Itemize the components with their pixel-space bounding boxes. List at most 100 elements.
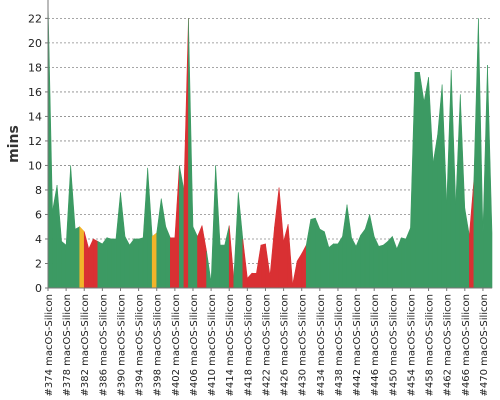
area-segment-success (74, 226, 81, 289)
x-tick-label: #394 macOS-Silicon (135, 294, 146, 396)
area-segment-failure (269, 226, 275, 289)
area-segment-success (147, 167, 153, 289)
area-segment-success (360, 228, 366, 289)
x-tick-label: #398 macOS-Silicon (153, 294, 164, 396)
area-segment-success (487, 64, 493, 289)
area-segment-success (382, 240, 389, 289)
area-segment-success (97, 240, 103, 289)
x-tick-label: #390 macOS-Silicon (116, 294, 127, 396)
area-segment-failure (292, 260, 298, 289)
x-tick-label: #470 macOS-Silicon (479, 294, 490, 396)
y-tick-label: 16 (28, 86, 42, 99)
x-tick-label: #406 macOS-Silicon (189, 294, 200, 396)
y-tick-label: 18 (28, 61, 42, 74)
area-segment-success (405, 227, 411, 289)
area-segment-success (419, 72, 425, 289)
y-tick-label: 20 (28, 37, 42, 50)
area-segment-success (124, 236, 130, 289)
area-segment-success (378, 244, 384, 289)
area-segment-failure (287, 224, 293, 289)
x-tick-label: #434 macOS-Silicon (316, 294, 327, 396)
area-segment-success (111, 238, 117, 289)
area-segment-success (120, 192, 126, 289)
y-axis-title: mins (6, 125, 22, 163)
area-segment-success (324, 231, 330, 289)
x-tick-label: #458 macOS-Silicon (425, 294, 436, 396)
area-segment-success (459, 94, 466, 289)
area-segment-failure (174, 165, 180, 289)
area-segment-success (133, 238, 139, 289)
y-tick-label: 0 (35, 282, 42, 295)
x-tick-label: #446 macOS-Silicon (370, 294, 381, 396)
area-segment-success (478, 18, 484, 289)
y-tick-label: 6 (35, 208, 42, 221)
area-segment-failure (170, 237, 176, 289)
area-segment-success (233, 192, 239, 289)
area-segment-failure (242, 238, 248, 289)
area-segment-success (428, 77, 434, 289)
x-tick-label: #382 macOS-Silicon (80, 294, 91, 396)
area-segment-success (138, 237, 144, 289)
area-segment-unstable (79, 225, 85, 289)
area-segment-failure (83, 231, 90, 289)
y-tick-label: 22 (28, 12, 42, 25)
area-segment-success (115, 192, 121, 289)
x-tick-label: #386 macOS-Silicon (98, 294, 109, 396)
area-segment-success (56, 185, 62, 289)
y-tick-label: 8 (35, 184, 42, 197)
axes (47, 0, 492, 289)
y-tick-label: 12 (28, 135, 42, 148)
area-segment-success (315, 218, 321, 289)
area-segment-success (188, 18, 194, 289)
area-segment-success (410, 72, 416, 289)
area-segment-success (333, 243, 339, 289)
area-segment-success (224, 225, 230, 289)
area-segment-success (437, 84, 443, 289)
area-segment-success (106, 237, 112, 289)
area-segment-success (237, 192, 244, 289)
area-segment-failure (256, 245, 262, 289)
x-tick-label: #438 macOS-Silicon (334, 294, 345, 396)
y-tick-label: 4 (35, 233, 42, 246)
x-tick-label: #414 macOS-Silicon (225, 294, 236, 396)
area-segment-failure (469, 180, 475, 289)
x-tick-label: #430 macOS-Silicon (298, 294, 309, 396)
area-segment-success (102, 236, 108, 289)
x-tick-label: #378 macOS-Silicon (62, 294, 73, 396)
area-segment-success (423, 77, 429, 289)
area-segment-failure (278, 187, 284, 289)
x-tick-label: #454 macOS-Silicon (406, 294, 417, 396)
area-segment-success (396, 237, 402, 289)
area-segment-success (215, 165, 221, 289)
area-segment-failure (301, 244, 307, 289)
area-segment-success (156, 198, 162, 289)
area-segment-success (342, 204, 348, 289)
area-segment-success (129, 238, 135, 289)
area-segment-failure (88, 238, 94, 289)
area-segment-success (464, 208, 470, 289)
area-segment-success (219, 244, 225, 289)
x-tick-label: #418 macOS-Silicon (243, 294, 254, 396)
area-segment-success (369, 214, 375, 289)
area-segment-success (52, 185, 58, 289)
area-segment-success (305, 219, 312, 289)
x-tick-label: #466 macOS-Silicon (461, 294, 472, 396)
area-segment-success (165, 226, 171, 289)
area-segment-success (373, 236, 380, 289)
area-segment-failure (201, 225, 207, 289)
area-segment-success (337, 235, 343, 289)
x-tick-label: #374 macOS-Silicon (44, 294, 55, 396)
y-tick-label: 10 (28, 159, 42, 172)
y-tick-label: 14 (28, 110, 42, 123)
area-segment-failure (183, 18, 189, 289)
y-tick-labels: 0 2 4 6 8 10 12 14 16 18 20 22 (28, 12, 48, 295)
area-segment-failure (197, 225, 203, 289)
area-segment-success (192, 226, 198, 289)
x-tick-label: #442 macOS-Silicon (352, 294, 363, 396)
area-segment-success (70, 165, 76, 289)
area-segment-success (432, 134, 438, 289)
area-segment-success (482, 64, 488, 289)
area-segment-success (142, 167, 148, 289)
area-segment-success (210, 165, 216, 289)
x-tick-label: #462 macOS-Silicon (443, 294, 454, 396)
